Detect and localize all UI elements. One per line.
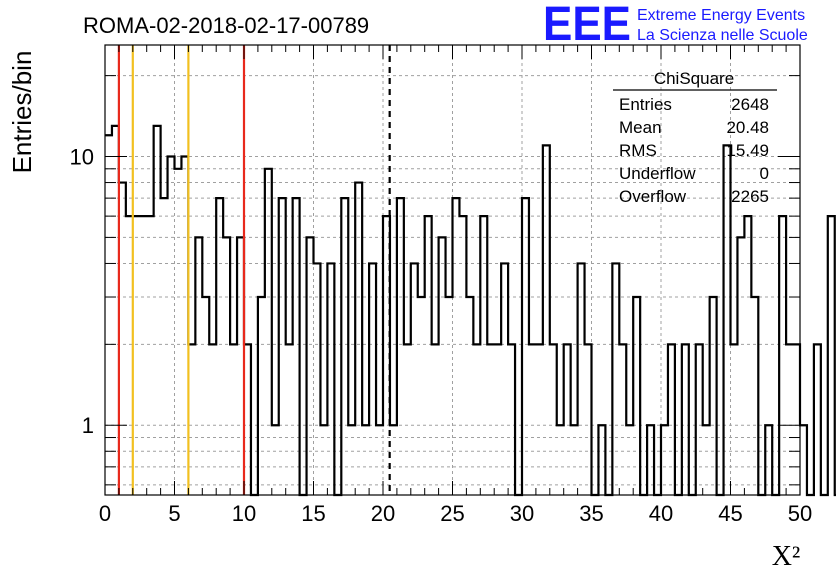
y-tick-label: 1 [82, 413, 94, 438]
x-tick-label: 35 [579, 501, 603, 526]
stats-value: 2265 [731, 187, 769, 206]
histogram-step [105, 124, 836, 497]
x-tick-label: 0 [99, 501, 111, 526]
x-tick-label: 10 [232, 501, 256, 526]
y-axis-label: Entries/bin [7, 51, 37, 174]
stats-title: ChiSquare [654, 69, 734, 88]
stats-box: ChiSquare Entries 2648 Mean 20.48 RMS 15… [613, 69, 777, 206]
stats-label: RMS [619, 141, 657, 160]
x-tick-label: 20 [371, 501, 395, 526]
y-tick-label: 10 [70, 145, 94, 170]
x-tick-label: 5 [168, 501, 180, 526]
x-tick-label: 50 [788, 501, 812, 526]
x-tick-label: 25 [440, 501, 464, 526]
logo-line-2: La Scienza nelle Scuole [637, 27, 808, 44]
x-tick-label: 40 [649, 501, 673, 526]
histogram-line [105, 124, 836, 497]
stats-label: Overflow [619, 187, 687, 206]
axis-tick-labels: 0 5 10 15 20 25 30 35 40 45 50 1 10 [70, 145, 813, 526]
logo-line-1: Extreme Energy Events [637, 7, 805, 24]
x-axis-label: X² [772, 541, 801, 572]
stats-value: 0 [760, 164, 769, 183]
stats-value: 2648 [731, 95, 769, 114]
stats-value: 20.48 [726, 118, 769, 137]
x-tick-label: 15 [301, 501, 325, 526]
x-tick-label: 45 [718, 501, 742, 526]
stats-label: Underflow [619, 164, 696, 183]
stats-label: Entries [619, 95, 672, 114]
x-tick-label: 30 [510, 501, 534, 526]
chart-title: ROMA-02-2018-02-17-00789 [83, 13, 369, 38]
stats-label: Mean [619, 118, 662, 137]
axis-ticks [104, 45, 801, 495]
reference-lines [117, 45, 391, 495]
eee-logo-mark: EEE [543, 0, 631, 51]
stats-value: 15.49 [726, 141, 769, 160]
